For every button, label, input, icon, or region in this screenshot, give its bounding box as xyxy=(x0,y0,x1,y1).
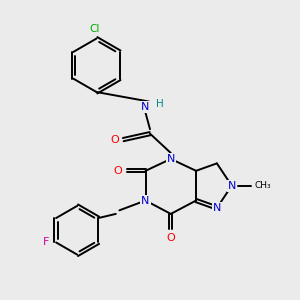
Text: Cl: Cl xyxy=(90,24,100,34)
Text: H: H xyxy=(156,99,164,109)
Text: CH₃: CH₃ xyxy=(254,181,271,190)
Text: O: O xyxy=(167,233,175,243)
Text: N: N xyxy=(227,181,236,191)
Text: N: N xyxy=(141,102,150,112)
Text: N: N xyxy=(167,154,175,164)
Text: F: F xyxy=(44,237,50,248)
Text: O: O xyxy=(111,135,119,145)
Text: O: O xyxy=(114,166,123,176)
Text: N: N xyxy=(141,196,150,206)
Text: N: N xyxy=(213,203,221,213)
